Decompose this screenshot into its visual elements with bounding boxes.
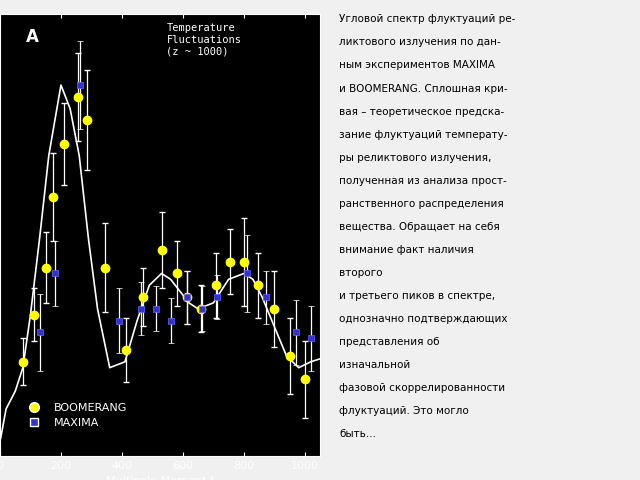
Text: ранственного распределения: ранственного распределения bbox=[339, 199, 504, 209]
Text: ликтового излучения по дан-: ликтового излучения по дан- bbox=[339, 37, 500, 48]
Text: и третьего пиков в спектре,: и третьего пиков в спектре, bbox=[339, 291, 495, 301]
Text: ры реликтового излучения,: ры реликтового излучения, bbox=[339, 153, 492, 163]
Text: второго: второго bbox=[339, 268, 383, 278]
Legend: BOOMERANG, MAXIMA: BOOMERANG, MAXIMA bbox=[19, 398, 132, 433]
Text: Temperature
Fluctuations
(z ~ 1000): Temperature Fluctuations (z ~ 1000) bbox=[166, 23, 241, 57]
Text: флуктуаций. Это могло: флуктуаций. Это могло bbox=[339, 406, 468, 416]
Text: однозначно подтверждающих: однозначно подтверждающих bbox=[339, 314, 508, 324]
Text: полученная из анализа прост-: полученная из анализа прост- bbox=[339, 176, 507, 186]
Text: ным экспериментов MAXIMA: ным экспериментов MAXIMA bbox=[339, 60, 495, 71]
Text: представления об: представления об bbox=[339, 337, 440, 347]
Text: изначальной: изначальной bbox=[339, 360, 410, 370]
X-axis label: Multipole Moment ℓ: Multipole Moment ℓ bbox=[106, 477, 214, 480]
Text: вещества. Обращает на себя: вещества. Обращает на себя bbox=[339, 222, 500, 232]
Text: вая – теоретическое предска-: вая – теоретическое предска- bbox=[339, 107, 504, 117]
Text: фазовой скоррелированности: фазовой скоррелированности bbox=[339, 383, 505, 393]
Text: Угловой спектр флуктуаций ре-: Угловой спектр флуктуаций ре- bbox=[339, 14, 515, 24]
Text: внимание факт наличия: внимание факт наличия bbox=[339, 245, 474, 255]
Text: и BOOMERANG. Сплошная кри-: и BOOMERANG. Сплошная кри- bbox=[339, 84, 508, 94]
Text: A: A bbox=[26, 28, 38, 46]
Text: быть...: быть... bbox=[339, 429, 376, 439]
Text: зание флуктуаций температу-: зание флуктуаций температу- bbox=[339, 130, 508, 140]
